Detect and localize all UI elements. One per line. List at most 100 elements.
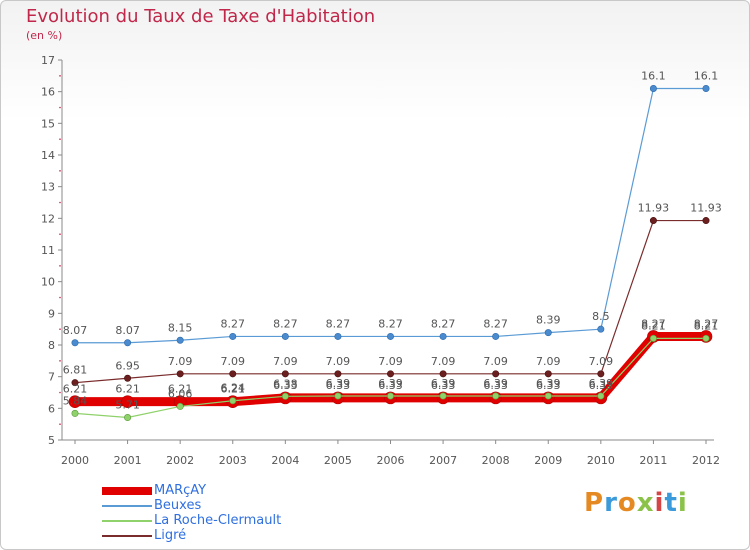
data-point-la-roche-clermault bbox=[544, 392, 552, 400]
y-tick-label: 6 bbox=[48, 402, 55, 415]
data-point-mar-ay bbox=[121, 395, 134, 408]
data-label-mar-ay: 6.33 bbox=[431, 379, 456, 392]
data-point-ligr bbox=[386, 370, 394, 378]
legend-swatch-marcay bbox=[102, 487, 152, 495]
x-tick-label: 2001 bbox=[114, 454, 142, 467]
data-point-beuxes bbox=[597, 325, 605, 333]
data-label-ligr: 11.93 bbox=[690, 202, 722, 215]
data-label-ligr: 7.09 bbox=[589, 355, 614, 368]
y-tick-label: 15 bbox=[41, 117, 55, 130]
legend-item-ligre: Ligré bbox=[102, 528, 362, 543]
y-tick-label: 17 bbox=[41, 54, 55, 67]
y-minor-tick bbox=[59, 138, 61, 140]
data-label-la-roche-clermault: 8.21 bbox=[694, 319, 719, 332]
legend-swatch-beuxes bbox=[102, 505, 152, 507]
data-label-mar-ay: 6.33 bbox=[483, 379, 508, 392]
y-minor-tick bbox=[59, 75, 61, 77]
data-point-beuxes bbox=[334, 332, 342, 340]
x-tick-label: 2006 bbox=[377, 454, 405, 467]
data-label-mar-ay: 6.21 bbox=[115, 383, 140, 396]
y-minor-tick bbox=[59, 423, 61, 425]
y-tick-label: 5 bbox=[48, 434, 55, 447]
data-label-ligr: 7.09 bbox=[483, 355, 508, 368]
x-tick-label: 2004 bbox=[271, 454, 299, 467]
data-point-ligr bbox=[71, 379, 79, 387]
y-tick-label: 9 bbox=[48, 307, 55, 320]
data-label-beuxes: 8.5 bbox=[592, 310, 610, 323]
data-point-ligr bbox=[544, 370, 552, 378]
legend-swatch-ligre bbox=[102, 535, 152, 537]
data-label-la-roche-clermault: 6.06 bbox=[168, 387, 193, 400]
data-label-mar-ay: 6.33 bbox=[273, 379, 298, 392]
data-point-beuxes bbox=[71, 339, 79, 347]
data-point-beuxes bbox=[124, 339, 132, 347]
data-point-beuxes bbox=[386, 332, 394, 340]
data-point-la-roche-clermault bbox=[702, 334, 710, 342]
data-label-mar-ay: 6.21 bbox=[221, 383, 246, 396]
data-label-ligr: 7.09 bbox=[536, 355, 561, 368]
data-label-la-roche-clermault: 6.39 bbox=[378, 377, 403, 390]
y-minor-tick bbox=[59, 170, 61, 172]
data-point-ligr bbox=[649, 217, 657, 225]
legend-item-la-roche-clermault: La Roche-Clermault bbox=[102, 513, 362, 528]
data-point-ligr bbox=[229, 370, 237, 378]
y-minor-tick bbox=[59, 328, 61, 330]
y-minor-tick bbox=[59, 391, 61, 394]
chart-title: Evolution du Taux de Taxe d'Habitation bbox=[26, 6, 376, 27]
x-tick-label: 2000 bbox=[61, 454, 89, 467]
y-tick-label: 11 bbox=[41, 244, 55, 257]
data-point-beuxes bbox=[702, 85, 710, 93]
data-label-beuxes: 8.07 bbox=[63, 324, 88, 337]
data-label-la-roche-clermault: 8.21 bbox=[641, 319, 666, 332]
legend-label-marcay: MARçAY bbox=[154, 483, 207, 498]
data-label-beuxes: 8.39 bbox=[536, 314, 561, 327]
data-label-ligr: 7.09 bbox=[273, 355, 298, 368]
data-label-ligr: 6.81 bbox=[63, 364, 88, 377]
data-label-ligr: 7.09 bbox=[378, 355, 403, 368]
y-tick-label: 16 bbox=[41, 86, 55, 99]
data-point-beuxes bbox=[229, 332, 237, 340]
y-tick-label: 10 bbox=[41, 276, 55, 289]
y-tick-label: 7 bbox=[48, 371, 55, 384]
series-line-beuxes bbox=[75, 87, 706, 344]
data-label-la-roche-clermault: 6.24 bbox=[221, 382, 246, 395]
data-point-ligr bbox=[281, 370, 289, 378]
data-point-ligr bbox=[124, 374, 132, 382]
data-point-ligr bbox=[176, 370, 184, 378]
data-point-ligr bbox=[702, 217, 710, 225]
data-label-mar-ay: 6.21 bbox=[63, 383, 88, 396]
y-minor-tick bbox=[59, 106, 61, 109]
legend: MARçAY Beuxes La Roche-Clermault Ligré bbox=[102, 483, 362, 543]
data-label-mar-ay: 6.33 bbox=[378, 379, 403, 392]
data-label-mar-ay: 6.33 bbox=[589, 379, 614, 392]
y-tick-label: 14 bbox=[41, 149, 55, 162]
x-tick-label: 2005 bbox=[324, 454, 352, 467]
data-point-la-roche-clermault bbox=[281, 392, 289, 400]
data-point-mar-ay bbox=[68, 395, 82, 408]
y-minor-tick bbox=[59, 360, 61, 362]
data-point-la-roche-clermault bbox=[597, 392, 605, 400]
data-label-beuxes: 8.27 bbox=[431, 317, 456, 330]
legend-label-la-roche-clermault: La Roche-Clermault bbox=[154, 513, 282, 528]
y-minor-tick bbox=[59, 201, 61, 204]
data-point-beuxes bbox=[544, 329, 552, 337]
data-label-beuxes: 8.07 bbox=[115, 324, 140, 337]
x-tick-label: 2008 bbox=[482, 454, 510, 467]
y-minor-tick bbox=[59, 265, 61, 267]
data-point-ligr bbox=[439, 370, 447, 378]
data-label-la-roche-clermault: 5.84 bbox=[63, 394, 88, 407]
data-label-ligr: 7.09 bbox=[221, 355, 246, 368]
x-tick-label: 2003 bbox=[219, 454, 247, 467]
data-label-ligr: 6.95 bbox=[115, 359, 140, 372]
legend-label-ligre: Ligré bbox=[154, 528, 187, 543]
x-tick-label: 2010 bbox=[587, 454, 615, 467]
data-label-mar-ay: 6.33 bbox=[536, 379, 561, 392]
proxiti-logo: Proxiti bbox=[584, 488, 688, 518]
y-axis-unit: (en %) bbox=[26, 29, 63, 42]
data-label-mar-ay: 8.27 bbox=[641, 317, 666, 330]
x-tick-label: 2009 bbox=[534, 454, 562, 467]
legend-item-beuxes: Beuxes bbox=[102, 498, 362, 513]
data-label-beuxes: 16.1 bbox=[694, 70, 719, 83]
